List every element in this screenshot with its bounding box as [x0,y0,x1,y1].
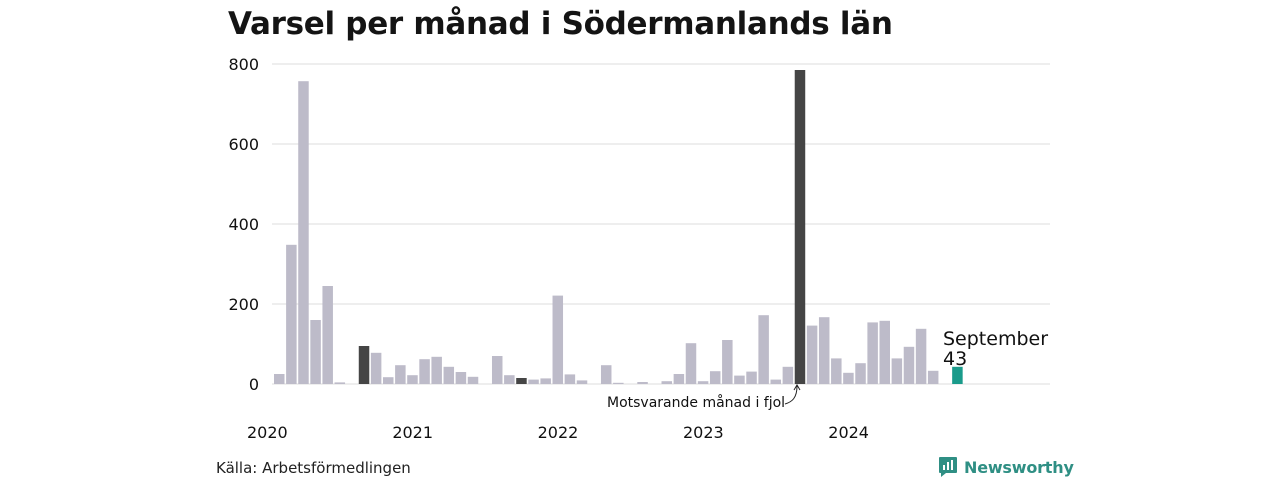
bar-2023-07 [782,366,794,384]
bar-2023-03 [734,375,745,384]
brand-logo: Newsworthy [938,456,1074,478]
bar-2021-07 [491,356,503,384]
bar-2023-01 [709,371,721,384]
bar-2024-05 [903,346,915,384]
bar-2022-10 [673,374,685,384]
bar-2023-06 [770,379,782,384]
bar-2022-05 [613,382,624,384]
y-axis-tick-labels: 0 200 400 600 800 [228,55,259,394]
bar-2022-12 [697,381,709,384]
gridlines [272,63,1050,385]
bar-2022-09 [661,381,673,384]
bar-2021-08 [504,375,515,384]
bar-2024-02 [867,322,878,384]
bar-2024-09 [952,366,963,384]
bar-2020-11 [395,365,406,384]
bar-2023-12 [843,372,854,384]
bar-2023-11 [831,358,842,384]
bar-2020-04 [310,320,321,384]
bar-2020-05 [322,286,333,384]
y-tick-label: 200 [228,295,259,314]
bar-2022-01 [564,374,576,384]
bar-2021-11 [540,378,551,384]
bar-2024-06 [915,328,927,384]
bar-2022-11 [685,343,697,384]
x-tick-label: 2022 [538,423,579,442]
y-tick-label: 600 [228,135,259,154]
bar-2020-10 [382,377,394,384]
x-tick-label: 2023 [683,423,724,442]
brand-name: Newsworthy [964,457,1074,477]
bar-2023-04 [746,371,757,384]
y-tick-label: 0 [249,375,259,394]
bar-2021-12 [552,295,564,384]
bar-2020-03 [298,81,309,384]
latest-month-label: September [943,328,1048,350]
comparison-arrow-head [793,384,801,391]
bar-2020-06 [334,382,346,384]
comparison-arrow [784,385,798,405]
bar-2021-01 [419,359,430,384]
bar-2020-12 [407,375,418,384]
bar-2022-07 [637,382,648,384]
bar-2022-04 [600,365,612,384]
bar-2021-05 [467,376,479,384]
latest-value-label: 43 [943,348,967,370]
bar-2023-02 [722,340,733,384]
bars [274,70,963,384]
bar-2024-07 [927,370,939,384]
bar-2023-08 [794,70,806,384]
y-tick-label: 400 [228,215,259,234]
bar-chart: 0 200 400 600 800 2020 2021 2022 2023 2024 Septe… [228,55,1050,442]
chart-title: Varsel per månad i Södermanlands län [228,6,893,42]
annotations: September 43 Motsvarande månad i fjol [607,328,1048,411]
bar-2024-04 [891,358,903,384]
bar-2021-02 [431,356,442,384]
comparison-label: Motsvarande månad i fjol [607,394,785,411]
y-tick-label: 800 [228,55,259,74]
bar-2023-05 [758,315,769,384]
bar-2020-09 [370,352,382,384]
x-tick-label: 2020 [247,423,288,442]
newsworthy-logo-icon [939,457,957,477]
bar-2023-09 [806,325,818,384]
bar-2021-04 [455,372,467,384]
bar-2021-03 [443,366,455,384]
bar-2024-01 [855,363,866,384]
bar-2021-10 [528,379,539,384]
source-label: Källa: Arbetsförmedlingen [216,459,411,477]
x-tick-label: 2024 [828,423,869,442]
bar-2021-09 [516,378,527,384]
bar-2024-03 [879,320,890,384]
bar-2020-01 [274,374,285,384]
x-tick-label: 2021 [392,423,433,442]
bar-2020-02 [286,244,297,384]
x-axis-tick-labels: 2020 2021 2022 2023 2024 [247,423,869,442]
bar-2022-02 [576,380,588,384]
bar-2020-08 [358,346,370,384]
bar-2023-10 [818,317,830,384]
